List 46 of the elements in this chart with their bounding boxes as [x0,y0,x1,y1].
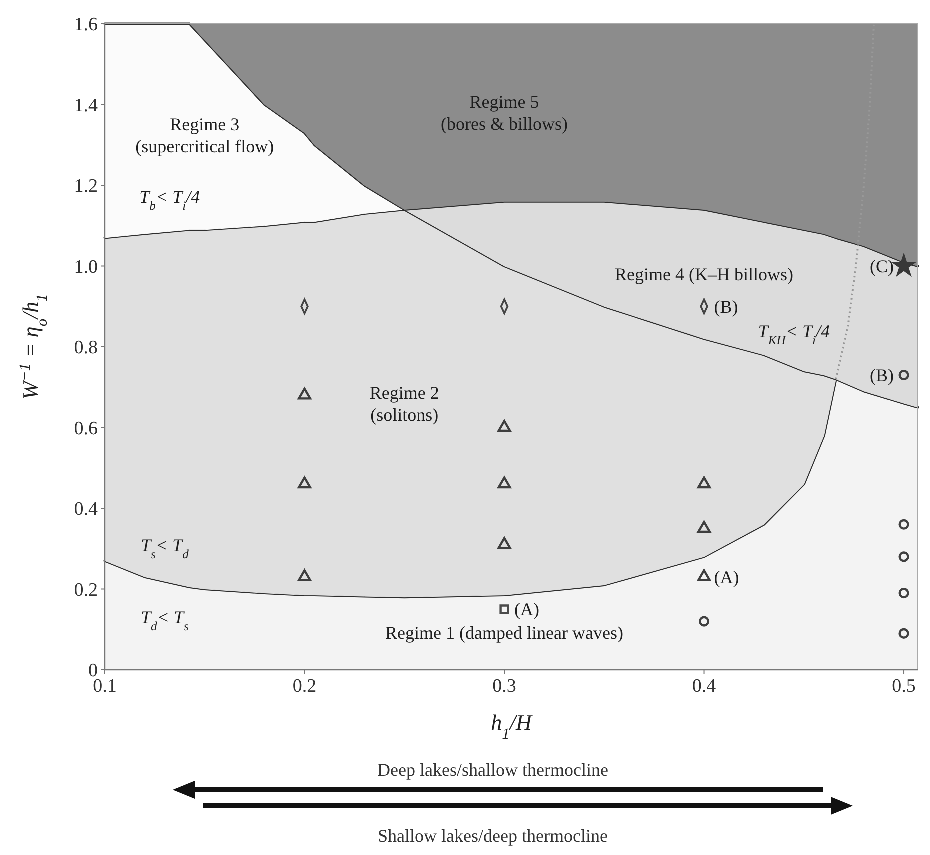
y-tick-label: 1.6 [74,14,98,36]
x-tick-label: 0.1 [93,676,117,697]
y-tick-label: 1.2 [74,176,98,198]
annotation: T$_{KH}$< T$_{i}$/4 [758,321,830,348]
point [500,604,510,614]
series-label: Regime 1 (damped linear waves) [386,622,624,643]
y-tick-label: 1.0 [74,256,98,278]
x-axis-title: h$_{1}$/H [491,710,533,742]
y-tick-label: 1.4 [74,95,98,116]
point [898,628,910,639]
point [298,570,312,582]
point [698,570,711,582]
annotation: (B) [870,366,894,386]
series-label: Regime 4 (K–H billows) [615,264,794,285]
point [898,519,910,530]
series-label: Regime 3 (supercritical flow) [136,114,274,156]
annotation: (B) [714,296,738,317]
series-label: Regime 5 (bores & billows) [441,92,568,134]
x-tick-label: 0.5 [892,676,916,697]
text: Deep lakes/shallow thermocline [378,760,608,780]
point [298,476,312,489]
point [498,420,512,432]
annotation: (C) [870,256,894,277]
point [298,388,312,400]
y-tick-label: 0.2 [74,580,98,601]
y-tick-label: 0.4 [74,499,98,520]
point [698,476,711,489]
annotation: T$_{d}$< T$_{s}$ [140,607,189,634]
x-tick-label: 0.3 [492,676,516,697]
point [498,476,512,489]
x-tick-label: 0.4 [692,676,717,697]
series-label: Regime 2 (solitons) [370,382,440,425]
point [898,588,910,599]
annotation: (A) [714,567,740,588]
annotation: T$_{b}$< T$_{i}$/4 [140,187,200,214]
point [498,537,512,550]
y-tick-label: 0.6 [74,418,98,440]
point [898,370,910,381]
y-tick-label: 0.8 [74,338,98,359]
annotation: T$_{s}$< T$_{d}$ [140,535,190,562]
point [698,521,711,534]
point [898,552,910,562]
point [698,616,710,627]
text: Shallow lakes/deep thermocline [378,826,608,846]
x-tick-label: 0.2 [292,676,317,697]
annotation: (A) [514,600,540,620]
